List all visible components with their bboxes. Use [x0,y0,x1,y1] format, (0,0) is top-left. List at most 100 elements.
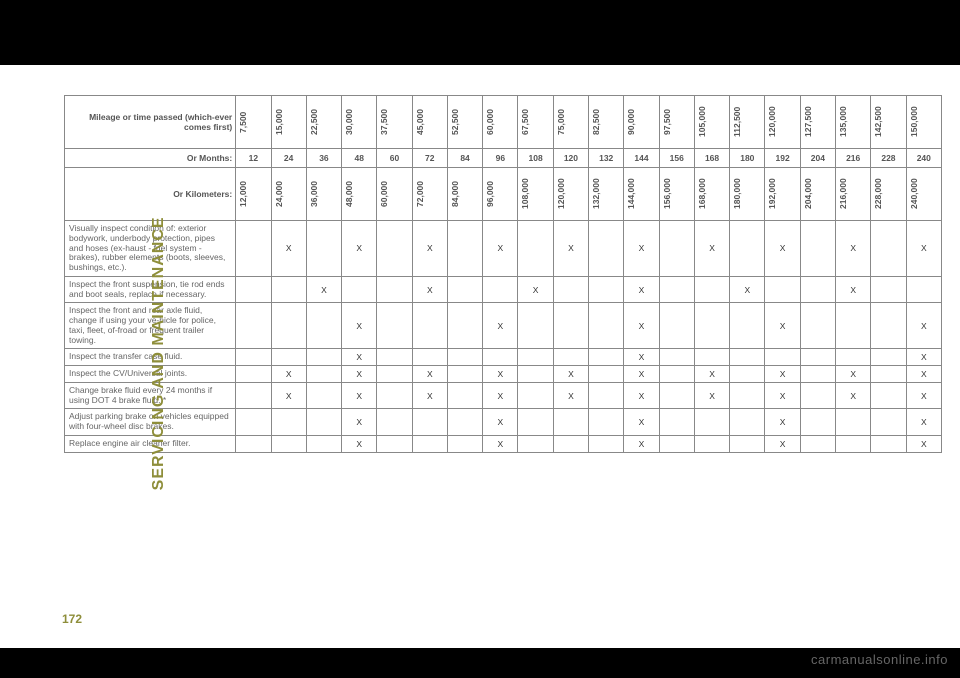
schedule-cell [306,409,341,436]
month-col: 132 [589,149,624,168]
bottom-black-bar: carmanualsonline.info [0,648,960,678]
km-col: 24,000 [271,168,306,221]
schedule-cell: X [836,276,871,303]
km-col: 36,000 [306,168,341,221]
schedule-cell [518,349,553,366]
schedule-cell [412,436,447,453]
km-col: 240,000 [906,168,941,221]
schedule-cell [800,382,835,409]
schedule-cell: X [553,382,588,409]
schedule-cell [659,349,694,366]
km-col: 12,000 [236,168,271,221]
schedule-cell [377,303,412,349]
km-col: 132,000 [589,168,624,221]
schedule-cell: X [765,382,800,409]
schedule-cell: X [694,221,729,277]
schedule-cell [447,382,482,409]
mileage-col: 127,500 [800,96,835,149]
schedule-cell [306,382,341,409]
mileage-col: 82,500 [589,96,624,149]
schedule-cell [730,303,765,349]
mileage-col: 45,000 [412,96,447,149]
maintenance-schedule-table: Mileage or time passed (which-ever comes… [64,95,942,453]
schedule-cell [271,276,306,303]
schedule-cell [800,303,835,349]
month-col: 204 [800,149,835,168]
schedule-cell [906,276,941,303]
month-col: 192 [765,149,800,168]
schedule-cell: X [342,221,377,277]
schedule-cell [306,436,341,453]
month-col: 180 [730,149,765,168]
watermark-text: carmanualsonline.info [811,652,948,667]
mileage-col: 60,000 [483,96,518,149]
km-col: 108,000 [518,168,553,221]
schedule-cell: X [624,436,659,453]
schedule-cell [553,436,588,453]
schedule-cell [871,366,906,383]
schedule-cell: X [765,409,800,436]
month-col: 156 [659,149,694,168]
schedule-cell: X [342,382,377,409]
schedule-cell: X [906,409,941,436]
mileage-col: 37,500 [377,96,412,149]
schedule-cell [271,349,306,366]
month-col: 144 [624,149,659,168]
header-months: Or Months: [65,149,236,168]
schedule-cell [659,382,694,409]
mileage-col: 30,000 [342,96,377,149]
schedule-cell [589,221,624,277]
schedule-cell [800,221,835,277]
schedule-cell: X [765,436,800,453]
schedule-cell: X [906,303,941,349]
km-col: 96,000 [483,168,518,221]
schedule-cell [589,382,624,409]
km-col: 180,000 [730,168,765,221]
schedule-cell [306,303,341,349]
mileage-col: 112,500 [730,96,765,149]
schedule-cell: X [836,382,871,409]
schedule-cell [730,382,765,409]
km-col: 156,000 [659,168,694,221]
page-content: SERVICING AND MAINTENANCE Mileage or tim… [0,65,960,648]
month-col: 48 [342,149,377,168]
schedule-cell: X [518,276,553,303]
schedule-cell [377,382,412,409]
schedule-cell: X [906,221,941,277]
schedule-cell: X [624,303,659,349]
schedule-cell: X [553,221,588,277]
month-col: 216 [836,149,871,168]
schedule-cell: X [483,382,518,409]
schedule-cell [236,409,271,436]
schedule-cell [306,221,341,277]
month-col: 84 [447,149,482,168]
schedule-cell [589,303,624,349]
schedule-cell [483,276,518,303]
schedule-cell [447,349,482,366]
schedule-cell: X [342,366,377,383]
schedule-cell [659,366,694,383]
schedule-cell [377,221,412,277]
mileage-col: 142,500 [871,96,906,149]
schedule-cell [836,303,871,349]
schedule-cell: X [553,366,588,383]
schedule-cell [447,366,482,383]
schedule-cell: X [694,366,729,383]
schedule-cell [694,409,729,436]
km-col: 84,000 [447,168,482,221]
top-black-bar [0,0,960,65]
schedule-cell [236,303,271,349]
schedule-cell [553,276,588,303]
schedule-cell: X [624,366,659,383]
schedule-cell: X [342,409,377,436]
schedule-cell [589,276,624,303]
mileage-col: 15,000 [271,96,306,149]
schedule-cell [518,221,553,277]
mileage-col: 22,500 [306,96,341,149]
schedule-cell: X [624,349,659,366]
schedule-cell [659,221,694,277]
schedule-cell [694,436,729,453]
schedule-cell [306,349,341,366]
km-col: 120,000 [553,168,588,221]
schedule-cell [800,349,835,366]
